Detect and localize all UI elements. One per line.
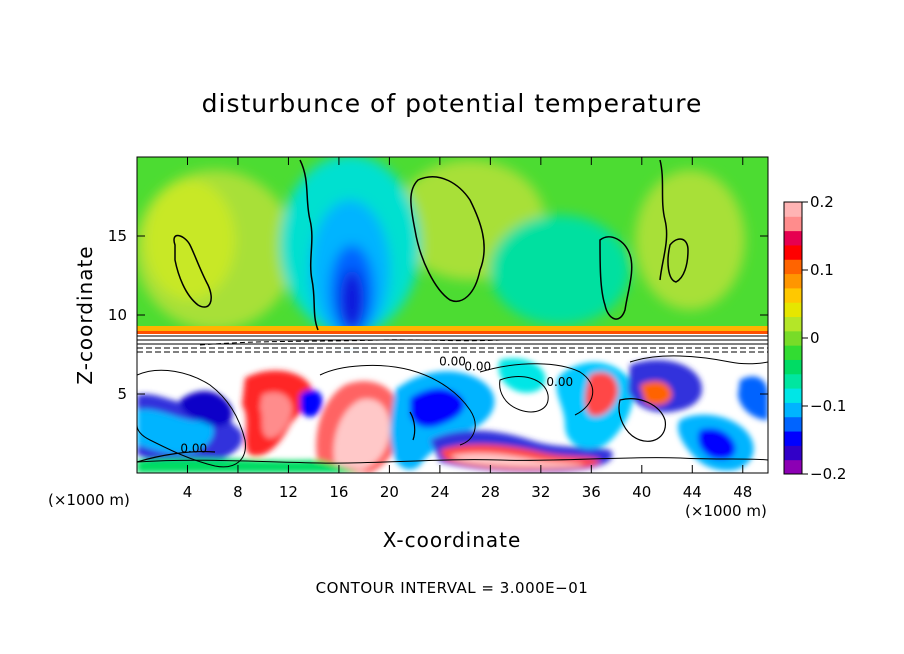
colorbar-swatch [784, 244, 802, 260]
colorbar-swatch [784, 345, 802, 360]
colorbar-swatch [784, 445, 802, 461]
colorbar-swatch [784, 431, 802, 446]
x-tick-label: 44 [683, 483, 702, 501]
contour-interval-label: CONTOUR INTERVAL = 3.000E−01 [316, 579, 589, 597]
colorbar-swatch [784, 202, 802, 217]
colorbar-swatch [784, 287, 802, 303]
colorbar-swatch [784, 402, 802, 418]
x-tick-label: 20 [380, 483, 399, 501]
colorbar-swatch [784, 259, 802, 275]
tropopause-band [137, 326, 768, 331]
contour-label: 0.00 [464, 359, 491, 373]
colorbar-tick-label: 0.2 [810, 193, 834, 211]
colorbar-tick-label: 0.1 [810, 261, 834, 279]
x-tick-label: 40 [632, 483, 651, 501]
contour-label: 0.00 [439, 355, 466, 369]
contour-lines [137, 159, 768, 468]
heatmap-area [137, 157, 768, 473]
x-axis-label: X-coordinate [383, 528, 522, 552]
x-tick-label: 36 [582, 483, 601, 501]
x-unit-right: (×1000 m) [685, 502, 767, 520]
colorbar-tick-label: 0 [810, 329, 820, 347]
y-tick-label: 10 [108, 306, 127, 324]
x-unit-left: (×1000 m) [48, 491, 130, 509]
colorbar-swatch [784, 388, 802, 403]
x-tick-label: 4 [183, 483, 193, 501]
colorbar-swatch [784, 416, 802, 432]
colorbar-swatch [784, 373, 802, 389]
contour-label: 0.00 [180, 441, 207, 455]
x-tick-label: 8 [233, 483, 243, 501]
x-tick-label: 16 [329, 483, 348, 501]
y-tick-label: 5 [117, 385, 127, 403]
colorbar-swatch [784, 359, 802, 375]
colorbar-tick-label: −0.2 [810, 465, 846, 483]
colorbar-swatch [784, 316, 802, 332]
colorbar-tick-label: −0.1 [810, 397, 846, 415]
x-axis: 4 8 12 16 20 24 28 32 36 40 44 48 [183, 157, 752, 501]
chart-title: disturbunce of potential temperature [202, 89, 703, 118]
colorbar-swatch [784, 459, 802, 475]
x-tick-label: 24 [430, 483, 449, 501]
colorbar-swatch [784, 230, 802, 246]
colorbar-swatch [784, 216, 802, 232]
x-tick-label: 28 [481, 483, 500, 501]
colorbar: 0.2 0.1 0 −0.1 −0.2 [783, 193, 846, 483]
contour-label-layer: 0.000.000.000.00 [180, 355, 573, 456]
colorbar-swatch [784, 302, 802, 318]
colorbar-swatch [784, 273, 802, 289]
y-axis-label: Z-coordinate [73, 245, 97, 384]
y-axis: 5 10 15 [108, 227, 768, 403]
x-tick-label: 32 [531, 483, 550, 501]
contour-label: 0.00 [546, 375, 573, 389]
x-tick-label: 48 [733, 483, 752, 501]
x-tick-label: 12 [279, 483, 298, 501]
colorbar-swatch [784, 330, 802, 346]
y-tick-label: 15 [108, 227, 127, 245]
